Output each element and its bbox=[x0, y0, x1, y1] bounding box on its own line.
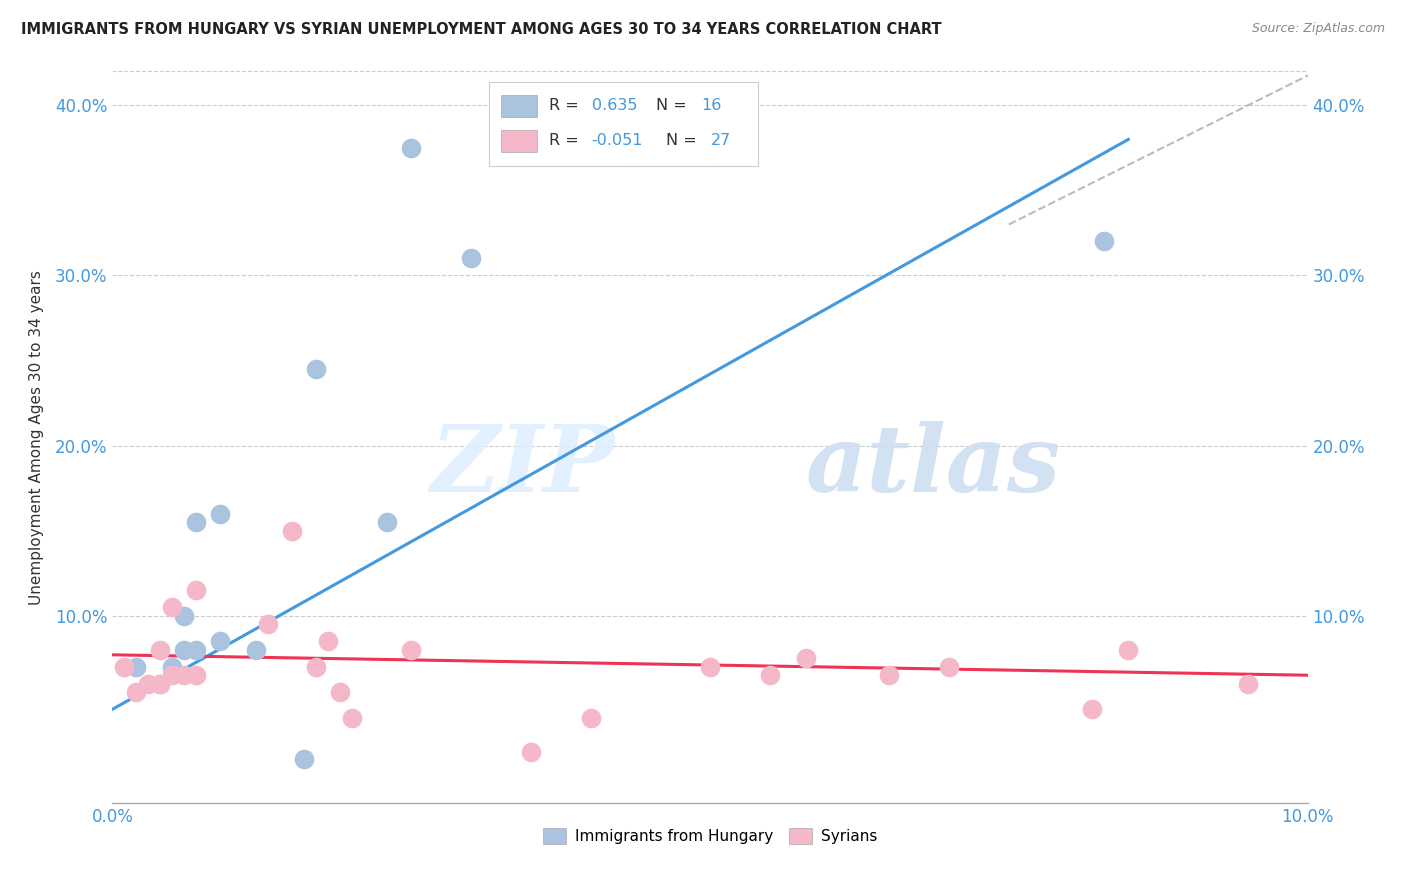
Text: atlas: atlas bbox=[806, 421, 1062, 511]
Point bbox=[186, 642, 208, 657]
Point bbox=[186, 668, 208, 682]
Text: N =: N = bbox=[657, 98, 692, 113]
Point bbox=[377, 515, 399, 529]
Text: R =: R = bbox=[548, 133, 583, 148]
Point bbox=[186, 515, 208, 529]
Point bbox=[125, 659, 148, 673]
Text: 27: 27 bbox=[711, 133, 731, 148]
Point bbox=[759, 668, 782, 682]
Point bbox=[149, 677, 172, 691]
Point bbox=[186, 583, 208, 598]
Y-axis label: Unemployment Among Ages 30 to 34 years: Unemployment Among Ages 30 to 34 years bbox=[30, 269, 44, 605]
Point bbox=[460, 252, 482, 266]
Text: 0.635: 0.635 bbox=[592, 98, 637, 113]
Point bbox=[257, 617, 280, 632]
Point bbox=[401, 642, 423, 657]
Point bbox=[305, 659, 328, 673]
Point bbox=[794, 651, 817, 665]
Legend: Immigrants from Hungary, Syrians: Immigrants from Hungary, Syrians bbox=[537, 822, 883, 850]
Point bbox=[149, 677, 172, 691]
Point bbox=[162, 659, 183, 673]
Text: ZIP: ZIP bbox=[430, 421, 614, 511]
Point bbox=[520, 745, 543, 759]
Point bbox=[292, 751, 315, 765]
Point bbox=[340, 711, 363, 725]
Point bbox=[162, 668, 183, 682]
Point bbox=[173, 642, 195, 657]
Point bbox=[938, 659, 960, 673]
Point bbox=[245, 642, 267, 657]
Point bbox=[879, 668, 901, 682]
Text: Source: ZipAtlas.com: Source: ZipAtlas.com bbox=[1251, 22, 1385, 36]
Point bbox=[1094, 235, 1116, 249]
Text: 16: 16 bbox=[702, 98, 723, 113]
Point bbox=[1118, 642, 1140, 657]
Point bbox=[401, 141, 423, 155]
Point bbox=[579, 711, 602, 725]
Point bbox=[699, 659, 721, 673]
Point bbox=[209, 634, 232, 648]
Point bbox=[173, 608, 195, 623]
Point bbox=[138, 677, 160, 691]
Point bbox=[209, 507, 232, 521]
Text: -0.051: -0.051 bbox=[592, 133, 643, 148]
Text: N =: N = bbox=[666, 133, 702, 148]
Point bbox=[162, 600, 183, 615]
Text: R =: R = bbox=[548, 98, 583, 113]
Point bbox=[1237, 677, 1260, 691]
Text: IMMIGRANTS FROM HUNGARY VS SYRIAN UNEMPLOYMENT AMONG AGES 30 TO 34 YEARS CORRELA: IMMIGRANTS FROM HUNGARY VS SYRIAN UNEMPL… bbox=[21, 22, 942, 37]
Point bbox=[281, 524, 304, 538]
Bar bbox=[501, 130, 537, 152]
Point bbox=[149, 642, 172, 657]
Point bbox=[305, 362, 328, 376]
FancyBboxPatch shape bbox=[489, 82, 758, 167]
Point bbox=[114, 659, 135, 673]
Point bbox=[125, 685, 148, 699]
Bar bbox=[501, 95, 537, 117]
Point bbox=[316, 634, 339, 648]
Point bbox=[173, 668, 195, 682]
Point bbox=[329, 685, 352, 699]
Point bbox=[1081, 702, 1104, 716]
